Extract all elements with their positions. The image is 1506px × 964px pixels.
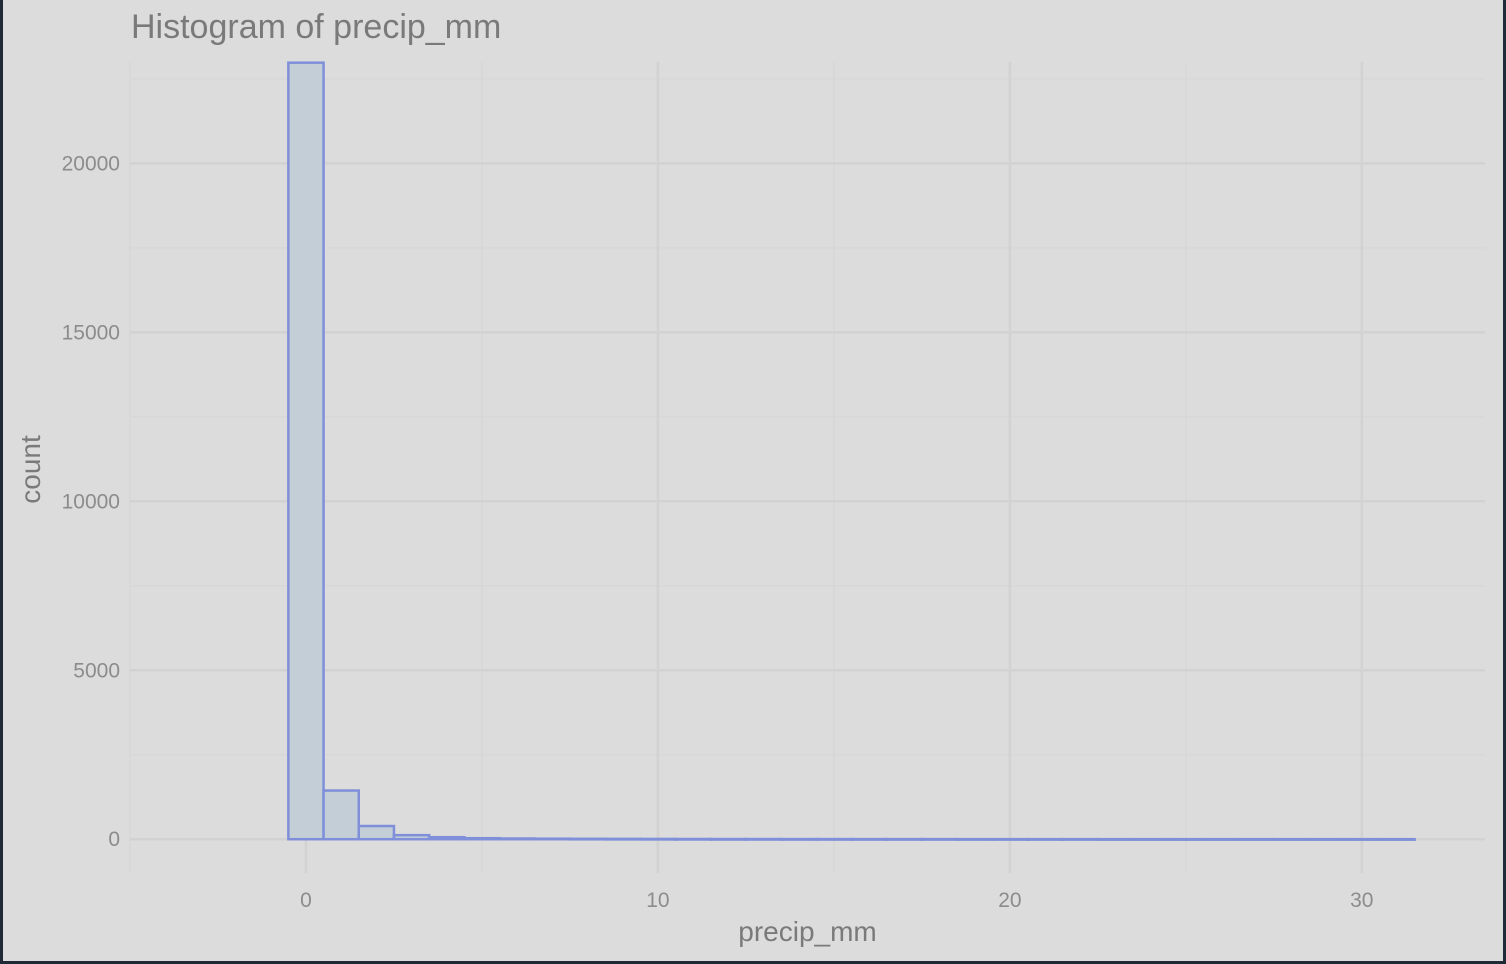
histogram-bars [287,61,1416,841]
histogram-bar [1272,837,1311,841]
y-tick-label: 10000 [62,490,120,513]
histogram-bar [603,837,642,841]
x-tick-label: 0 [300,889,312,912]
y-tick-label: 0 [108,828,120,851]
y-axis-ticks: 0 5000 10000 15000 20000 [62,152,120,851]
y-tick-label: 5000 [73,659,120,682]
histogram-bar [920,837,959,841]
histogram-bar [779,837,818,841]
histogram-bar [1202,837,1240,841]
histogram-bar [955,837,994,841]
x-tick-label: 20 [998,889,1021,912]
histogram-bar [885,837,924,841]
histogram-bar [815,837,853,841]
histogram-bar [639,837,677,841]
histogram-bar [322,789,361,841]
histogram-bar [744,837,783,841]
chart-title: Histogram of precip_mm [131,8,502,46]
histogram-bar [498,837,536,841]
x-axis-title: precip_mm [738,916,876,947]
histogram-bar [287,61,325,841]
x-axis-ticks: 0 10 20 30 [300,889,1373,912]
chart-frame: Histogram of precip_mm 0 5000 10000 15000 20… [3,0,1503,961]
histogram-bar [1026,837,1064,841]
x-tick-label: 30 [1350,889,1373,912]
histogram-bar [991,837,1029,841]
histogram-bar [850,837,888,841]
histogram-bar [1061,837,1100,841]
y-tick-label: 20000 [62,152,120,175]
y-tick-label: 15000 [62,321,120,344]
histogram-bar [1378,837,1416,841]
histogram-bar [1342,837,1381,841]
histogram-bar [568,837,607,841]
histogram-plot: 0 5000 10000 15000 20000 0 10 20 30 precip_mm c… [15,61,1485,947]
histogram-bar [533,837,572,841]
histogram-bar [674,837,712,841]
histogram-bar [357,824,396,841]
histogram-bar [1131,837,1170,841]
histogram-bar [1166,837,1205,841]
histogram-bar [392,833,431,841]
x-tick-label: 10 [646,889,669,912]
y-axis-title: count [15,435,46,504]
histogram-bar [1096,837,1135,841]
histogram-bar [709,837,748,841]
histogram-bar [427,835,466,841]
histogram-bar [463,836,501,841]
histogram-bar [1237,837,1276,841]
grid-lines [129,62,1485,873]
histogram-bar [1307,837,1346,841]
